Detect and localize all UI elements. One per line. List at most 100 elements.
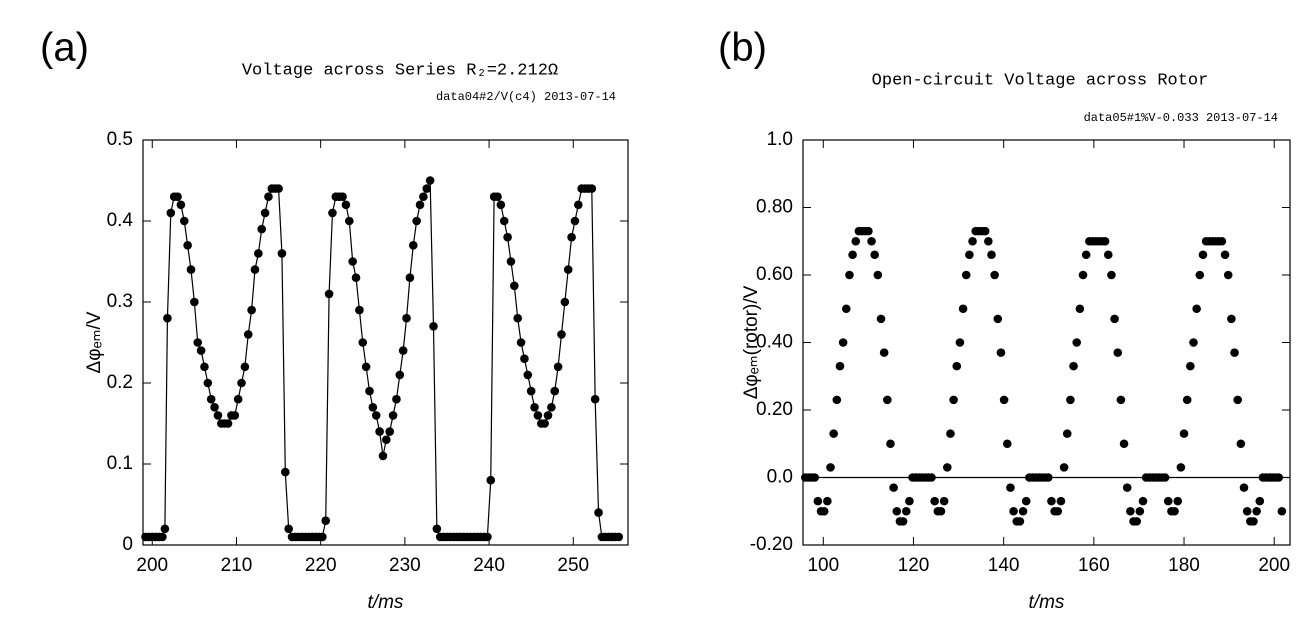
data-point: [1233, 395, 1242, 405]
data-point: [1056, 496, 1066, 506]
data-point: [845, 270, 854, 280]
y-tick-label: 0.40: [756, 332, 793, 353]
data-point: [961, 270, 971, 280]
data-point: [432, 524, 442, 534]
data-point: [503, 232, 512, 242]
panel: (a) Voltage across Series R₂=2.212Ω data04…: [40, 26, 629, 613]
y-axis-label: Δφₑₘ/V: [84, 311, 105, 373]
data-point: [1192, 304, 1201, 314]
data-point: [520, 354, 529, 364]
data-point: [987, 250, 996, 260]
y-tick-label: -0.20: [750, 534, 793, 555]
data-point: [223, 419, 233, 428]
data-point: [368, 403, 378, 412]
data-point: [284, 524, 293, 534]
data-point: [328, 208, 337, 218]
panel-label: (a): [40, 26, 89, 70]
data-point: [405, 273, 415, 283]
data-point: [398, 346, 408, 355]
x-tick-label: 160: [1078, 555, 1110, 576]
data-point: [422, 184, 432, 193]
data-point: [277, 249, 287, 258]
data-point: [419, 192, 428, 201]
data-point: [210, 403, 219, 412]
data-point: [240, 362, 250, 372]
data-point: [230, 411, 240, 420]
data-point: [166, 208, 176, 218]
data-point: [186, 265, 196, 274]
chart-subtitle: data04#2/V(c4) 2013-07-14: [436, 90, 616, 104]
data-point: [848, 250, 857, 260]
data-point: [193, 338, 203, 347]
data-point: [1189, 338, 1198, 347]
data-point: [318, 532, 327, 542]
data-point: [160, 524, 170, 534]
data-point: [993, 314, 1003, 324]
data-point: [1002, 439, 1012, 449]
data-point: [1053, 506, 1063, 516]
data-point: [412, 216, 421, 226]
data-point: [176, 200, 186, 210]
data-point: [1006, 483, 1015, 492]
x-tick-label: 220: [305, 555, 337, 576]
data-point: [999, 395, 1009, 405]
chart-subtitle: data05#1%V-0.033 2013-07-14: [1084, 111, 1278, 125]
data-point: [203, 378, 213, 388]
data-point: [523, 370, 533, 380]
data-point: [321, 516, 331, 525]
data-point: [892, 506, 902, 516]
data-point: [1217, 236, 1227, 246]
data-point: [1179, 429, 1189, 438]
data-point: [513, 313, 522, 323]
data-point: [905, 496, 914, 506]
data-point: [1220, 250, 1230, 260]
data-point: [1103, 250, 1113, 260]
data-point: [930, 496, 939, 506]
data-point: [942, 463, 952, 472]
data-point: [864, 226, 873, 236]
data-point: [365, 386, 374, 396]
data-point: [838, 338, 848, 347]
data-point: [996, 348, 1006, 357]
plot-frame: [142, 139, 629, 546]
data-point: [510, 281, 519, 291]
data-point: [1069, 361, 1078, 371]
data-point: [1160, 473, 1170, 482]
data-point: [832, 395, 842, 405]
data-point: [382, 435, 391, 445]
data-point: [1186, 361, 1195, 371]
data-point: [614, 532, 624, 542]
data-point: [257, 224, 267, 234]
data-point: [543, 411, 553, 420]
data-point: [1138, 496, 1148, 506]
y-tick-label: 0.80: [756, 197, 793, 218]
data-point: [540, 419, 549, 428]
data-point: [813, 496, 823, 506]
x-tick-label: 140: [988, 555, 1020, 576]
data-point: [1163, 496, 1173, 506]
data-line: [145, 180, 619, 538]
data-point: [883, 395, 892, 405]
data-point: [1274, 473, 1284, 482]
data-point: [358, 338, 368, 347]
data-point: [819, 506, 829, 516]
data-point: [1198, 250, 1208, 260]
x-tick-label: 180: [1168, 555, 1200, 576]
data-point: [965, 250, 974, 260]
data-point: [829, 429, 838, 438]
data-point: [493, 192, 502, 201]
data-point: [550, 386, 560, 396]
data-point: [247, 305, 256, 315]
data-point: [560, 297, 570, 307]
data-point: [274, 184, 283, 193]
data-point: [392, 394, 401, 404]
data-point: [557, 330, 566, 339]
data-point: [810, 473, 820, 482]
data-point: [927, 473, 936, 482]
data-point: [990, 270, 999, 280]
data-point: [867, 236, 876, 246]
data-point: [1015, 517, 1025, 526]
data-point: [1066, 395, 1075, 405]
data-point: [158, 532, 167, 542]
